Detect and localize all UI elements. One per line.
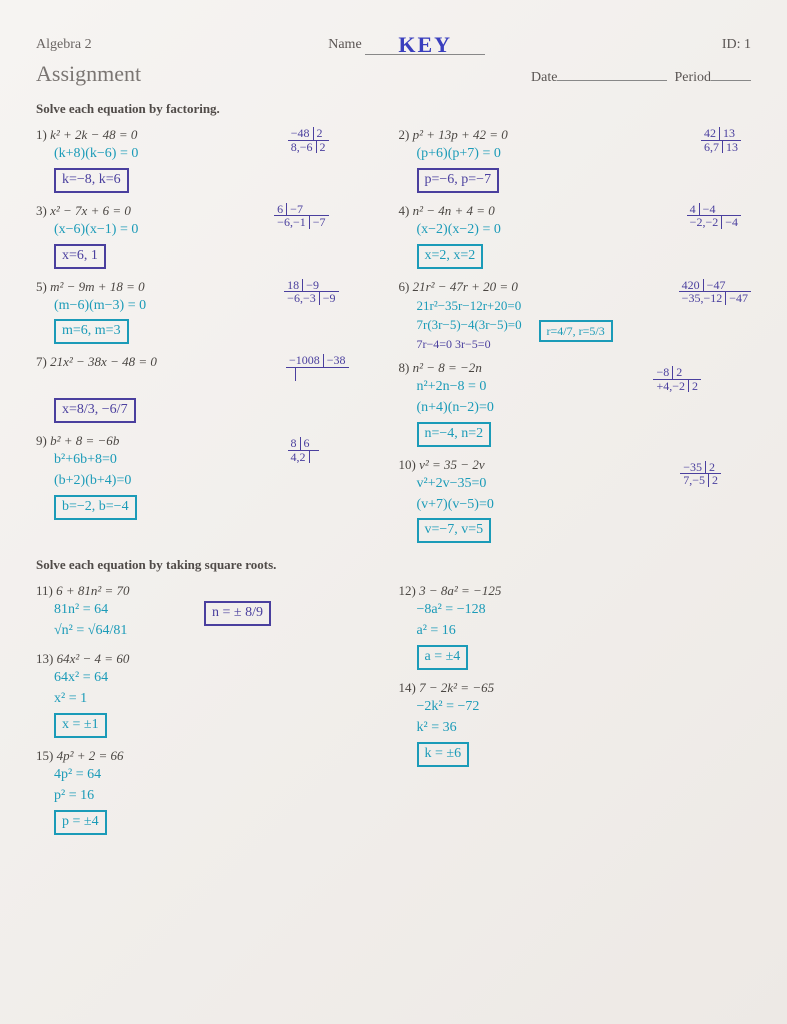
work-line: p² = 16 (54, 787, 389, 806)
work-line: (n+4)(n−2)=0 (417, 399, 752, 418)
problem-8: 8) n² − 8 = −2n −82+4,−22 n²+2n−8 = 0 (n… (399, 360, 752, 447)
answer-box: p=−6, p=−7 (417, 168, 500, 193)
right-column: 2) p² + 13p + 42 = 0 42136,713 (p+6)(p+7… (399, 117, 752, 543)
work-line: a² = 16 (417, 622, 752, 641)
right-column-2: 12) 3 − 8a² = −125 −8a² = −128 a² = 16 a… (399, 573, 752, 834)
date-period: Date Period (531, 70, 751, 86)
t-chart: 420−47−35,−12−47 (679, 279, 751, 305)
worksheet-page: Algebra 2 Name KEY ID: 1 Assignment Date… (0, 0, 787, 1024)
answer-box: k = ±6 (417, 742, 470, 767)
answer-box: n=−4, n=2 (417, 422, 492, 447)
answer-box: k=−8, k=6 (54, 168, 129, 193)
answer-box: x=8/3, −6/7 (54, 398, 136, 423)
id-label: ID: 1 (722, 37, 751, 53)
t-chart: −4828,−62 (288, 127, 329, 153)
problem-12: 12) 3 − 8a² = −125 −8a² = −128 a² = 16 a… (399, 583, 752, 670)
course-label: Algebra 2 (36, 37, 92, 53)
work-line: −2k² = −72 (417, 698, 752, 717)
t-chart: 42136,713 (701, 127, 741, 153)
problem-7: 7) 21x² − 38x − 48 = 0 −1008−38 x=8/3, −… (36, 354, 389, 423)
work-line: −8a² = −128 (417, 601, 752, 620)
answer-box: m=6, m=3 (54, 319, 129, 344)
answer-box: x=6, 1 (54, 244, 106, 269)
problem-5: 5) m² − 9m + 18 = 0 18−9−6,−3−9 (m−6)(m−… (36, 279, 389, 345)
answer-box: v=−7, v=5 (417, 518, 492, 543)
name-field: Name KEY (328, 28, 485, 55)
answer-box: x=2, x=2 (417, 244, 484, 269)
problem-9: 9) b² + 8 = −6b 864,2 b²+6b+8=0 (b+2)(b+… (36, 433, 389, 520)
problem-15: 15) 4p² + 2 = 66 4p² = 64 p² = 16 p = ±4 (36, 748, 389, 835)
t-chart: −82+4,−22 (653, 366, 701, 392)
work-line: (x−6)(x−1) = 0 (54, 221, 389, 240)
t-chart: −1008−38 (286, 354, 349, 380)
problem-10: 10) v² = 35 − 2v −3527,−52 v²+2v−35=0 (v… (399, 457, 752, 544)
problem-2: 2) p² + 13p + 42 = 0 42136,713 (p+6)(p+7… (399, 127, 752, 193)
left-column-2: 11) 6 + 81n² = 70 81n² = 64 n = ± 8/9 √n… (36, 573, 389, 834)
work-line: b²+6b+8=0 (54, 451, 389, 470)
answer-box: b=−2, b=−4 (54, 495, 137, 520)
problem-3: 3) x² − 7x + 6 = 0 6−7−6,−1−7 (x−6)(x−1)… (36, 203, 389, 269)
section-2-heading: Solve each equation by taking square roo… (36, 557, 751, 573)
answer-box: n = ± 8/9 (204, 601, 271, 626)
problem-6: 6) 21r² − 47r + 20 = 0 420−47−35,−12−47 … (399, 279, 752, 342)
assignment-title: Assignment (36, 61, 141, 87)
t-chart: 864,2 (288, 437, 319, 463)
header-row: Algebra 2 Name KEY ID: 1 (36, 28, 751, 55)
work-line: 4p² = 64 (54, 766, 389, 785)
work-line: (v+7)(v−5)=0 (417, 496, 752, 515)
t-chart: 4−4−2,−2−4 (687, 203, 741, 229)
work-line: k² = 36 (417, 719, 752, 738)
answer-box: a = ±4 (417, 645, 469, 670)
t-chart: 6−7−6,−1−7 (274, 203, 328, 229)
problem-11: 11) 6 + 81n² = 70 81n² = 64 n = ± 8/9 √n… (36, 583, 389, 641)
section-1-heading: Solve each equation by factoring. (36, 101, 751, 117)
work-line: 64x² = 64 (54, 669, 389, 688)
title-row: Assignment Date Period (36, 61, 751, 87)
t-chart: 18−9−6,−3−9 (284, 279, 338, 305)
work-line: (k+8)(k−6) = 0 (54, 145, 389, 164)
factoring-grid: 1) k² + 2k − 48 = 0 −4828,−62 (k+8)(k−6)… (36, 117, 751, 543)
answer-box: r=4/7, r=5/3 (539, 320, 613, 342)
t-chart: −3527,−52 (680, 461, 721, 487)
problem-4: 4) n² − 4n + 4 = 0 4−4−2,−2−4 (x−2)(x−2)… (399, 203, 752, 269)
answer-box: p = ±4 (54, 810, 107, 835)
work-line: (b+2)(b+4)=0 (54, 472, 389, 491)
work-line: x² = 1 (54, 690, 389, 709)
sqroot-grid: 11) 6 + 81n² = 70 81n² = 64 n = ± 8/9 √n… (36, 573, 751, 834)
problem-13: 13) 64x² − 4 = 60 64x² = 64 x² = 1 x = ±… (36, 651, 389, 738)
problem-14: 14) 7 − 2k² = −65 −2k² = −72 k² = 36 k =… (399, 680, 752, 767)
problem-1: 1) k² + 2k − 48 = 0 −4828,−62 (k+8)(k−6)… (36, 127, 389, 193)
answer-box: x = ±1 (54, 713, 107, 738)
left-column: 1) k² + 2k − 48 = 0 −4828,−62 (k+8)(k−6)… (36, 117, 389, 543)
name-value: KEY (398, 32, 452, 58)
